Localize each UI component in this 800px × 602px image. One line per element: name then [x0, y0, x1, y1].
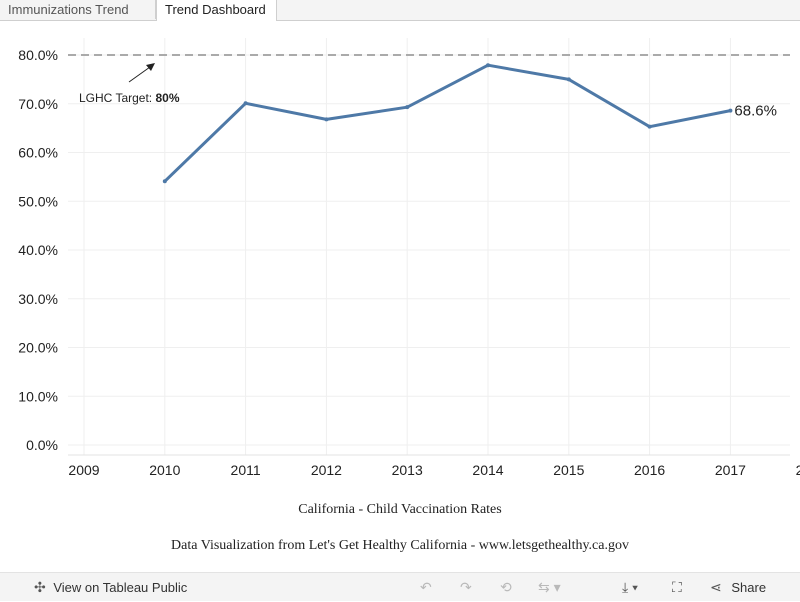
undo-icon[interactable]: ↶: [420, 579, 432, 595]
tab-bar: Immunizations Trend Trend Dashboard: [0, 0, 800, 21]
x-tick-label: 2010: [149, 462, 180, 478]
y-tick-label: 60.0%: [18, 145, 58, 161]
view-on-tableau-label: View on Tableau Public: [53, 580, 188, 595]
tableau-icon: ✣: [34, 579, 46, 595]
tableau-toolbar: ✣ View on Tableau Public ↶ ↷ ⟲ ⇆ ▾ ⤓ ▾ ⛶…: [0, 572, 800, 601]
y-tick-label: 30.0%: [18, 291, 58, 307]
y-axis-ticks: 0.0% 10.0% 20.0% 30.0% 40.0% 50.0% 60.0% 70.0% 8…: [18, 47, 58, 453]
data-point: [243, 101, 248, 106]
annotation-arrow: [128, 66, 151, 83]
download-icon[interactable]: ⤓ ▾: [622, 579, 638, 595]
series-points: [162, 63, 733, 184]
y-tick-label: 80.0%: [18, 47, 58, 63]
line-chart: 0.0% 10.0% 20.0% 30.0% 40.0% 50.0% 60.0% 70.0% 8…: [18, 38, 800, 478]
x-tick-label: 2012: [311, 462, 342, 478]
target-annotation: LGHC Target: 80%: [79, 91, 180, 105]
target-annotation-label: LGHC Target:: [79, 91, 155, 105]
data-point: [566, 77, 571, 82]
y-tick-label: 10.0%: [18, 388, 58, 404]
end-value-label: 68.6%: [734, 103, 777, 120]
x-tick-label: 2009: [68, 462, 99, 478]
chart-title: California - Child Vaccination Rates: [298, 502, 502, 517]
target-annotation-value: 80%: [155, 91, 179, 105]
data-point: [324, 117, 329, 122]
annotation-arrow-head: [146, 63, 155, 71]
x-tick-label: 2013: [392, 462, 423, 478]
data-point: [162, 179, 167, 184]
data-source-credit: Data Visualization from Let's Get Health…: [171, 538, 629, 553]
x-tick-label: 2014: [472, 462, 503, 478]
data-point: [486, 63, 490, 68]
view-on-tableau-link[interactable]: ✣ View on Tableau Public: [34, 573, 187, 601]
share-button[interactable]: ⋖ Share: [710, 573, 766, 601]
series-line: [163, 63, 731, 183]
x-tick-label: 2015: [553, 462, 584, 478]
y-tick-label: 40.0%: [18, 242, 58, 258]
share-icon: ⋖: [710, 579, 722, 595]
share-label: Share: [731, 580, 767, 595]
tab-immunizations-trend[interactable]: Immunizations Trend: [0, 0, 156, 19]
x-tick-label: 2016: [634, 462, 665, 478]
tab-trend-dashboard[interactable]: Trend Dashboard: [156, 0, 277, 21]
x-tick-label: 2017: [715, 462, 746, 478]
fullscreen-icon[interactable]: ⛶: [672, 579, 682, 595]
data-point: [405, 105, 410, 110]
x-axis-ticks: 2009 2010 2011 2012 2013 2014 2015 2016 2017 2018: [68, 462, 800, 478]
y-tick-label: 50.0%: [18, 193, 58, 209]
refresh-icon[interactable]: ⇆ ▾: [538, 579, 561, 595]
y-tick-label: 20.0%: [18, 340, 58, 356]
revert-icon[interactable]: ⟲: [500, 579, 512, 595]
chart-grid: [68, 38, 790, 456]
data-point: [728, 108, 733, 113]
data-point: [647, 124, 652, 129]
x-tick-label: 2018: [796, 462, 800, 478]
x-tick-label: 2011: [231, 462, 261, 478]
y-tick-label: 0.0%: [26, 437, 58, 453]
redo-icon[interactable]: ↷: [460, 579, 472, 595]
y-tick-label: 70.0%: [18, 96, 58, 112]
